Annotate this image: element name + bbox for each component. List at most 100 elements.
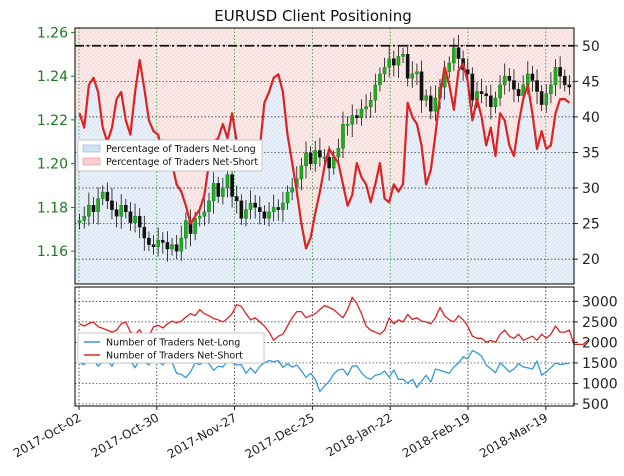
candlestick: [207, 192, 211, 223]
candle-body-up: [336, 148, 341, 158]
candle-body-up: [225, 174, 230, 188]
candle-body-down: [105, 191, 110, 202]
candlestick: [308, 146, 313, 171]
candle-body-down: [507, 75, 512, 81]
x-axis-date-ticks: 2017-Oct-02 2017-Oct-30 2017-Nov-27 2017-De…: [11, 406, 550, 461]
candle-body-down: [470, 73, 475, 101]
right-tick-label: 3000: [582, 294, 618, 310]
right-tick-label: 20: [582, 252, 600, 268]
candlestick: [392, 50, 396, 77]
candle-body-down: [539, 91, 544, 105]
candlestick: [489, 84, 493, 120]
candle-body-down: [428, 95, 433, 112]
candlestick: [119, 194, 124, 229]
candlestick: [516, 82, 521, 103]
candle-body-up: [373, 84, 378, 101]
candlestick: [216, 176, 221, 204]
candlestick: [433, 85, 438, 121]
left-tick-label: 1.24: [37, 69, 68, 85]
candlestick: [202, 199, 207, 226]
candle-body-up: [341, 124, 345, 149]
candlestick: [502, 63, 507, 95]
candlestick: [313, 140, 318, 172]
legend-label-count-long: Number of Traders Net-Long: [106, 338, 240, 349]
candlestick: [567, 75, 572, 96]
candle-body-up: [544, 93, 549, 105]
right-tick-label: 2000: [582, 335, 618, 351]
candle-body-up: [87, 205, 91, 217]
right-tick-label: 25: [582, 217, 600, 233]
candlestick: [355, 108, 359, 125]
candlestick: [156, 227, 160, 257]
candle-body-down: [355, 115, 359, 118]
candlestick: [424, 89, 428, 107]
candle-body-up: [378, 73, 382, 86]
candle-body-down: [535, 80, 539, 92]
candlestick: [96, 187, 100, 225]
candle-body-up: [211, 183, 216, 202]
candle-body-up: [207, 200, 211, 212]
candle-body-up: [244, 209, 248, 219]
candle-body-down: [419, 71, 424, 101]
legend-label-net-short: Percentage of Traders Net-Short: [106, 157, 258, 168]
candlestick: [507, 68, 512, 92]
candlestick: [401, 47, 405, 64]
candlestick: [160, 232, 165, 254]
right-axis-ticks-percent: 20 25 30 35 40 45 50: [574, 39, 600, 268]
candlestick: [447, 56, 452, 79]
candle-body-down: [151, 244, 156, 248]
candlestick: [341, 111, 345, 158]
candlestick: [539, 84, 544, 112]
candle-body-up: [202, 211, 207, 217]
candle-body-up: [382, 67, 387, 75]
candlestick: [248, 190, 253, 220]
candlestick: [378, 67, 382, 92]
price-sentiment-panel: 1.161.181.201.221.241.26 20253035404550 …: [37, 25, 600, 285]
candlestick: [170, 238, 174, 256]
candlestick: [530, 65, 535, 92]
candle-body-down: [276, 207, 281, 210]
candlestick: [470, 67, 475, 107]
candle-body-up: [285, 191, 290, 204]
trader-count-panel: 500 1000 1500 2000 2500 3000 Number of Trader…: [74, 286, 618, 413]
candlestick: [211, 172, 216, 214]
candlestick: [410, 61, 415, 88]
candle-body-up: [401, 54, 405, 57]
candle-body-down: [239, 200, 244, 219]
candle-body-up: [433, 97, 438, 112]
candlestick: [165, 231, 170, 262]
left-tick-label: 1.16: [37, 244, 68, 260]
candle-body-down: [484, 93, 489, 97]
candle-body-down: [110, 200, 114, 210]
candlestick: [91, 197, 96, 223]
bottom-panel-frame: [74, 286, 575, 407]
candlestick: [147, 231, 151, 252]
candlestick: [479, 78, 484, 104]
candlestick: [456, 35, 461, 69]
candle-body-up: [350, 115, 355, 125]
candle-body-down: [530, 73, 535, 81]
bottom-legend: Number of Traders Net-Long Number of Tra…: [77, 332, 265, 364]
candlestick: [512, 69, 516, 102]
chart-title: EURUSD Client Positioning: [214, 7, 412, 25]
candlestick: [544, 84, 549, 113]
right-tick-label: 35: [582, 145, 600, 161]
candlestick: [285, 185, 290, 210]
date-tick-label: 2017-Oct-02: [11, 410, 83, 460]
right-tick-label: 50: [582, 39, 600, 55]
legend-label-net-long: Percentage of Traders Net-Long: [106, 144, 256, 155]
right-tick-label: 500: [582, 397, 609, 413]
candle-body-up: [100, 191, 105, 199]
candle-body-up: [184, 220, 188, 239]
candle-body-up: [493, 97, 498, 107]
candlestick: [452, 38, 456, 72]
candle-body-up: [364, 106, 368, 110]
candlestick: [114, 201, 119, 228]
left-tick-label: 1.20: [37, 157, 68, 173]
candlesticks: [77, 35, 572, 262]
candlestick: [562, 69, 567, 92]
candlestick: [558, 56, 562, 89]
candle-body-up: [170, 244, 174, 250]
candlestick: [553, 59, 558, 97]
net-long-count-line: [79, 349, 570, 393]
